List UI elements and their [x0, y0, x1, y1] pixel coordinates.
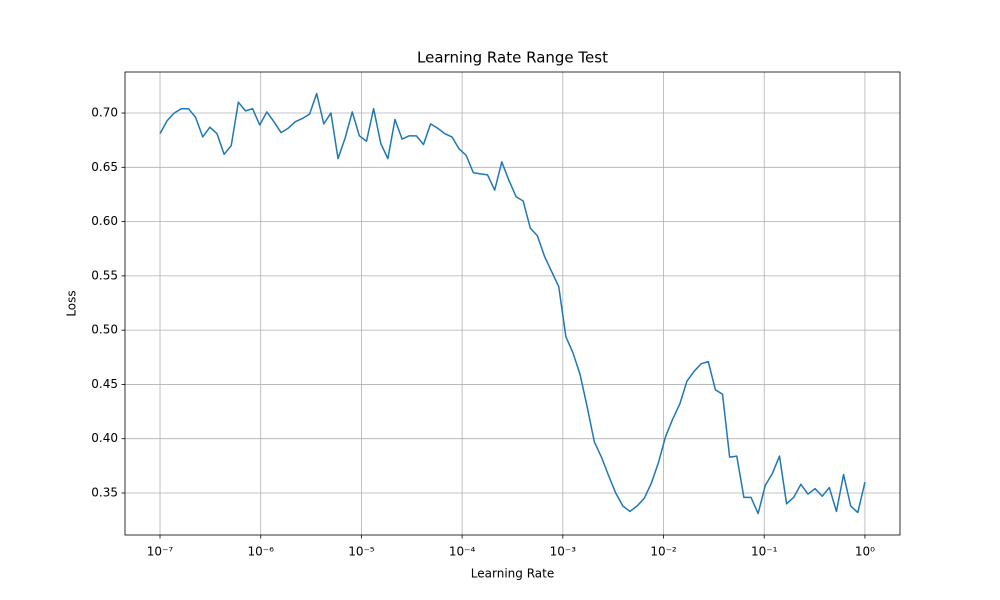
x-tick-label: 10⁻¹ — [751, 545, 778, 559]
x-tick-label: 10⁻³ — [550, 545, 577, 559]
y-axis-label: Loss — [65, 290, 79, 316]
y-tick-label: 0.65 — [91, 160, 118, 174]
x-tick-label: 10⁻² — [650, 545, 677, 559]
y-tick-label: 0.45 — [91, 377, 118, 391]
y-tick-label: 0.40 — [91, 431, 118, 445]
y-tick-label: 0.70 — [91, 106, 118, 120]
x-tick-label: 10⁻⁶ — [248, 545, 275, 559]
x-tick-label: 10⁻⁴ — [449, 545, 476, 559]
x-tick-label: 10⁻⁷ — [147, 545, 174, 559]
loss-line — [159, 92, 866, 515]
y-tick-label: 0.60 — [91, 214, 118, 228]
x-tick-label: 10⁰ — [855, 545, 875, 559]
x-tick-label: 10⁻⁵ — [348, 545, 375, 559]
y-tick-label: 0.55 — [91, 268, 118, 282]
y-tick-label: 0.35 — [91, 485, 118, 499]
y-tick-label: 0.50 — [91, 323, 118, 337]
x-axis-label: Learning Rate — [471, 567, 554, 581]
chart-title: Learning Rate Range Test — [417, 49, 608, 67]
plot-frame — [124, 71, 901, 536]
